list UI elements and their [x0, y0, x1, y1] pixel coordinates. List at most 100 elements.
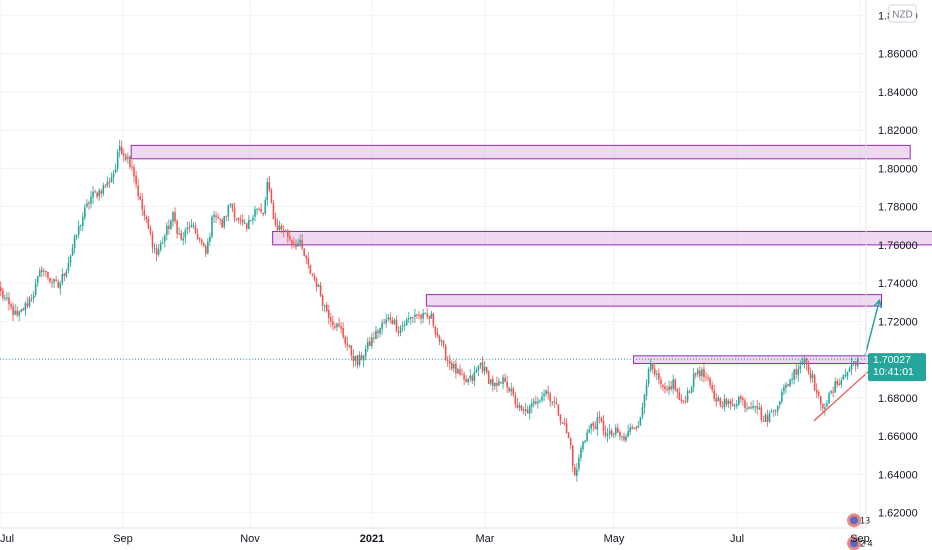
candle [727, 398, 730, 408]
candle [254, 205, 256, 222]
candle [553, 396, 556, 408]
projection-arrow[interactable] [864, 300, 881, 357]
candle [498, 377, 500, 387]
candle [323, 304, 326, 313]
candle [405, 317, 408, 326]
candle [537, 397, 539, 409]
candle [551, 400, 554, 406]
candle [610, 428, 613, 438]
candle [840, 377, 843, 388]
x-tick-label: Mar [476, 533, 495, 545]
candle [785, 381, 787, 394]
candle [278, 220, 281, 232]
candle [313, 272, 316, 282]
candle [330, 313, 332, 328]
candle [709, 376, 711, 390]
candle [28, 295, 31, 308]
candle [639, 416, 642, 426]
candle [733, 403, 736, 411]
last-price-badge-bg [868, 353, 926, 382]
candle [520, 404, 523, 412]
event-markers[interactable]: 13 2 4 [847, 513, 873, 550]
candle [567, 431, 570, 439]
candle [387, 314, 390, 322]
candle [403, 320, 406, 331]
candle [362, 354, 365, 368]
candle [321, 293, 324, 312]
candle [442, 339, 445, 349]
candle [86, 199, 88, 209]
candle [713, 384, 715, 402]
resistance-zone[interactable] [272, 230, 932, 246]
candle [309, 264, 312, 275]
candle [438, 334, 441, 346]
candle [221, 217, 223, 229]
candle [137, 178, 139, 201]
candle [479, 362, 482, 369]
candle [801, 357, 804, 366]
candle [477, 364, 480, 376]
candle [850, 357, 853, 376]
candle [705, 371, 707, 382]
candle [159, 240, 162, 253]
y-tick-label: 1.66000 [878, 431, 918, 443]
candle [151, 230, 154, 254]
candle [440, 338, 443, 347]
candle [346, 336, 349, 351]
candle [762, 415, 765, 422]
candle [584, 439, 586, 444]
candle [366, 337, 369, 353]
candle [2, 287, 4, 302]
candle [680, 394, 683, 404]
candle [674, 378, 677, 392]
candle [459, 364, 461, 377]
candle [637, 420, 640, 429]
candle [51, 277, 53, 288]
candle [836, 378, 838, 388]
candle [791, 372, 793, 385]
candle [516, 398, 519, 409]
candle [287, 228, 289, 244]
candle [92, 185, 94, 205]
candle [364, 345, 367, 361]
candle [215, 211, 217, 224]
candle [688, 389, 691, 393]
x-tick-label: May [604, 533, 625, 545]
resistance-zone[interactable] [130, 144, 911, 160]
candle [539, 399, 541, 404]
candle [110, 172, 113, 183]
trendline[interactable] [813, 363, 878, 422]
candle [414, 308, 416, 324]
y-tick-label: 1.62000 [878, 508, 918, 520]
candle [123, 148, 125, 162]
candle [744, 397, 746, 413]
drawings[interactable] [813, 298, 883, 422]
candle [510, 382, 513, 397]
event-marker[interactable]: 2 4 [847, 536, 873, 550]
resistance-zone[interactable] [425, 294, 882, 307]
candle [98, 187, 100, 201]
candle [270, 187, 273, 204]
currency-badge[interactable]: NZD [888, 4, 917, 23]
last-price-badge: 1.70027 10:41:01 [868, 353, 926, 382]
candle [717, 395, 720, 402]
candle [842, 374, 845, 381]
candle [34, 278, 37, 298]
candle [557, 404, 560, 416]
candle [602, 415, 605, 437]
candle [289, 230, 291, 242]
candle [239, 214, 242, 225]
candle [754, 405, 756, 413]
candle [803, 356, 806, 369]
event-marker[interactable]: 13 [847, 513, 870, 528]
resistance-zone[interactable] [632, 355, 883, 364]
candle [469, 369, 472, 383]
resistance-zones[interactable] [130, 144, 932, 364]
candle [795, 363, 797, 380]
candle [473, 365, 476, 387]
candle [457, 368, 459, 375]
candle [436, 328, 439, 338]
candle [760, 404, 763, 423]
time-axis[interactable]: Jul Sep Nov 2021 Mar May Jul Sep [0, 533, 870, 545]
